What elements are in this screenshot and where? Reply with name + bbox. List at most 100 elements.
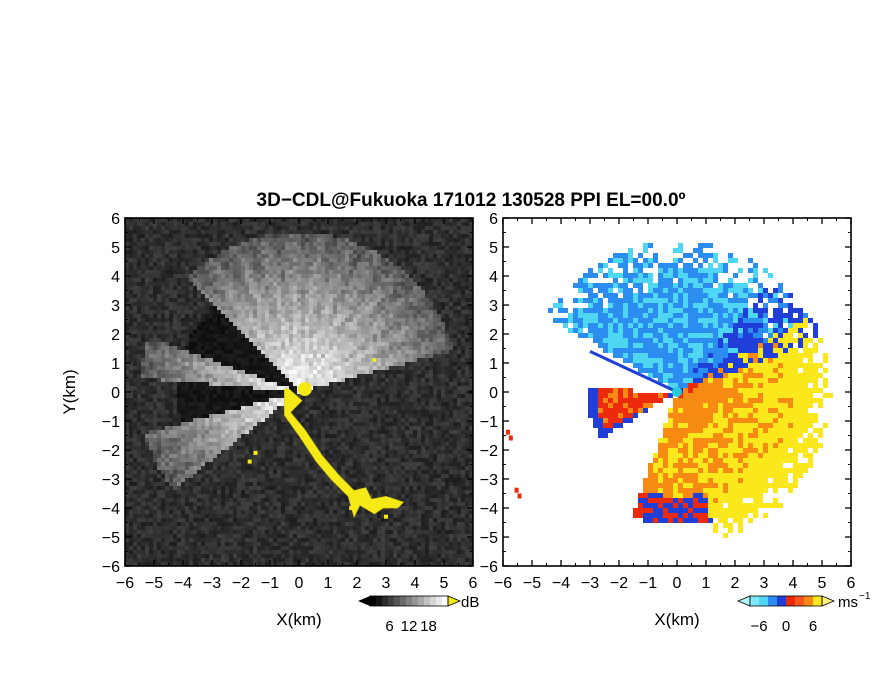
reflectivity-cell [325,282,329,286]
reflectivity-cell [237,242,241,246]
reflectivity-cell [141,366,145,370]
reflectivity-cell [333,426,337,430]
reflectivity-cell [401,442,405,446]
reflectivity-cell [337,274,341,278]
reflectivity-cell [265,258,269,262]
reflectivity-cell [365,330,369,334]
reflectivity-cell [361,262,365,266]
reflectivity-cell [141,438,145,442]
reflectivity-cell [389,334,393,338]
reflectivity-cell [449,334,453,338]
reflectivity-cell [257,330,261,334]
reflectivity-cell [449,266,453,270]
reflectivity-cell [209,314,213,318]
reflectivity-cell [445,426,449,430]
reflectivity-cell [297,226,301,230]
reflectivity-cell [469,334,473,338]
reflectivity-cell [353,406,357,410]
reflectivity-cell [285,326,289,330]
reflectivity-cell [189,418,193,422]
reflectivity-cell [365,258,369,262]
reflectivity-cell [369,258,373,262]
reflectivity-cell [161,402,165,406]
reflectivity-cell [441,358,445,362]
reflectivity-cell [377,418,381,422]
reflectivity-cell [449,382,453,386]
reflectivity-cell [465,362,469,366]
reflectivity-cell [129,338,133,342]
reflectivity-cell [381,342,385,346]
reflectivity-cell [129,414,133,418]
reflectivity-cell [413,326,417,330]
reflectivity-cell [325,386,329,390]
reflectivity-cell [397,306,401,310]
reflectivity-cell [297,438,301,442]
reflectivity-cell [293,318,297,322]
reflectivity-cell [309,226,313,230]
reflectivity-cell [209,402,213,406]
reflectivity-cell [341,298,345,302]
reflectivity-cell [325,230,329,234]
reflectivity-cell [421,338,425,342]
reflectivity-cell [161,350,165,354]
reflectivity-cell [393,330,397,334]
reflectivity-cell [233,354,237,358]
reflectivity-cell [213,358,217,362]
reflectivity-cell [365,234,369,238]
reflectivity-cell [233,342,237,346]
reflectivity-cell [233,278,237,282]
reflectivity-cell [453,270,457,274]
reflectivity-cell [265,422,269,426]
reflectivity-cell [217,406,221,410]
reflectivity-cell [301,358,305,362]
reflectivity-cell [285,358,289,362]
reflectivity-cell [381,242,385,246]
reflectivity-cell [141,298,145,302]
reflectivity-cell [325,218,329,222]
reflectivity-cell [277,342,281,346]
reflectivity-cell [429,414,433,418]
reflectivity-cell [161,442,165,446]
reflectivity-cell [465,342,469,346]
reflectivity-cell [225,278,229,282]
reflectivity-cell [173,382,177,386]
reflectivity-cell [321,386,325,390]
reflectivity-cell [301,306,305,310]
reflectivity-cell [273,426,277,430]
reflectivity-cell [393,386,397,390]
reflectivity-cell [185,342,189,346]
reflectivity-cell [233,246,237,250]
reflectivity-cell [465,358,469,362]
reflectivity-cell [217,306,221,310]
reflectivity-cell [293,346,297,350]
reflectivity-cell [197,378,201,382]
reflectivity-cell [141,290,145,294]
reflectivity-cell [165,274,169,278]
reflectivity-cell [193,286,197,290]
reflectivity-cell [369,430,373,434]
reflectivity-cell [333,338,337,342]
reflectivity-cell [237,362,241,366]
reflectivity-cell [149,410,153,414]
reflectivity-cell [305,314,309,318]
reflectivity-cell [385,434,389,438]
reflectivity-cell [249,266,253,270]
reflectivity-cell [305,258,309,262]
reflectivity-cell [225,422,229,426]
reflectivity-cell [201,362,205,366]
reflectivity-cell [165,382,169,386]
reflectivity-cell [169,238,173,242]
reflectivity-cell [189,282,193,286]
reflectivity-cell [381,382,385,386]
reflectivity-cell [217,442,221,446]
reflectivity-cell [373,422,377,426]
reflectivity-cell [237,358,241,362]
reflectivity-cell [397,314,401,318]
reflectivity-cell [349,278,353,282]
reflectivity-cell [149,390,153,394]
reflectivity-cell [337,390,341,394]
reflectivity-cell [301,222,305,226]
reflectivity-cell [277,322,281,326]
reflectivity-cell [409,326,413,330]
reflectivity-cell [185,218,189,222]
